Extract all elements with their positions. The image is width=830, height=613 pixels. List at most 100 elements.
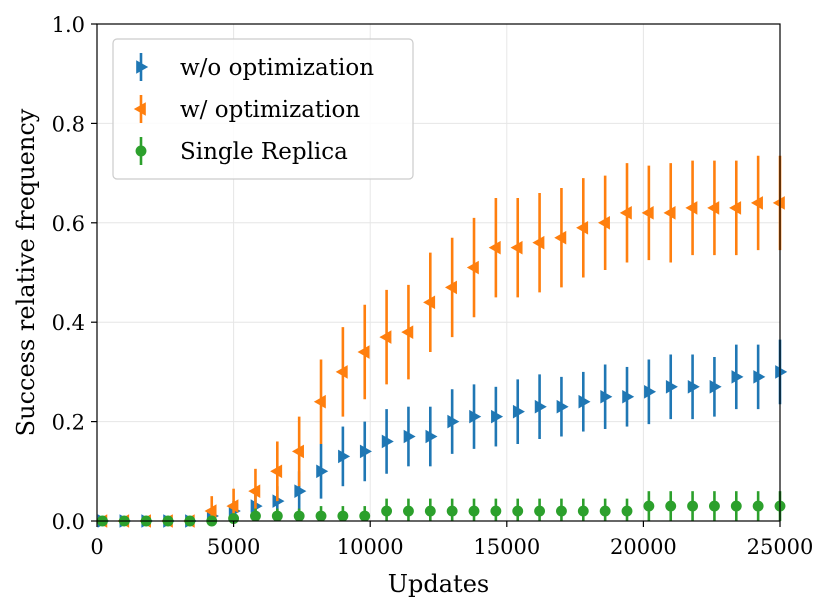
data-point bbox=[708, 500, 720, 512]
data-point bbox=[490, 505, 502, 517]
data-point bbox=[248, 484, 261, 498]
legend-marker bbox=[136, 60, 149, 74]
data-point bbox=[556, 399, 569, 414]
data-point bbox=[315, 510, 327, 522]
data-point bbox=[663, 206, 676, 220]
series-1 bbox=[95, 155, 785, 528]
data-point bbox=[534, 505, 546, 517]
data-point bbox=[752, 500, 764, 512]
data-point bbox=[577, 505, 589, 517]
x-tick-label: 15000 bbox=[473, 535, 540, 559]
axis-ticks: 0 5000 10000 15000 20000 25000 0.0 0.2 0.4 0.6 0.8… bbox=[52, 13, 814, 559]
y-axis-label: Success relative frequency bbox=[12, 108, 40, 436]
y-tick-label: 0.4 bbox=[52, 311, 85, 335]
data-point bbox=[730, 500, 742, 512]
data-point bbox=[425, 429, 438, 444]
data-point bbox=[600, 389, 613, 404]
data-point bbox=[643, 500, 655, 512]
legend-marker bbox=[133, 102, 146, 116]
legend-box bbox=[112, 38, 414, 180]
series-0 bbox=[97, 339, 788, 528]
data-point bbox=[357, 345, 370, 359]
data-point bbox=[707, 201, 720, 215]
data-point bbox=[446, 505, 458, 517]
data-point bbox=[401, 325, 414, 339]
data-point bbox=[293, 510, 305, 522]
data-point bbox=[466, 260, 479, 275]
data-point bbox=[622, 389, 635, 404]
data-point bbox=[510, 240, 523, 255]
data-point bbox=[250, 510, 261, 522]
data-point bbox=[381, 434, 394, 449]
y-tick-label: 1.0 bbox=[52, 13, 85, 37]
data-point bbox=[226, 499, 239, 513]
series-2 bbox=[97, 491, 786, 527]
y-tick-label: 0.6 bbox=[52, 212, 85, 236]
y-tick-label: 0.2 bbox=[52, 411, 85, 435]
data-point bbox=[444, 280, 457, 295]
data-point bbox=[597, 216, 610, 230]
data-point bbox=[532, 235, 545, 250]
data-point bbox=[750, 196, 763, 210]
data-point bbox=[578, 394, 591, 409]
legend-marker bbox=[135, 145, 147, 157]
data-point bbox=[644, 384, 657, 399]
data-point bbox=[379, 330, 392, 344]
data-point bbox=[621, 505, 633, 517]
data-point bbox=[335, 365, 348, 379]
data-point bbox=[753, 370, 766, 384]
data-point bbox=[512, 404, 525, 419]
data-point bbox=[468, 505, 480, 517]
data-point bbox=[313, 394, 326, 409]
data-point bbox=[316, 464, 329, 479]
plot-frame bbox=[96, 23, 781, 522]
data-point bbox=[685, 201, 698, 215]
data-layer bbox=[95, 155, 788, 528]
data-point bbox=[491, 409, 504, 424]
data-point bbox=[271, 510, 283, 522]
data-point bbox=[554, 230, 567, 245]
data-point bbox=[403, 505, 414, 517]
legend-entry: w/o optimization bbox=[180, 55, 374, 81]
data-point bbox=[359, 510, 371, 522]
data-point bbox=[665, 500, 677, 512]
data-point bbox=[291, 444, 304, 459]
data-point bbox=[469, 409, 482, 424]
y-tick-label: 0.0 bbox=[52, 510, 85, 534]
data-point bbox=[709, 380, 722, 394]
data-point bbox=[729, 201, 742, 215]
data-point bbox=[576, 220, 589, 235]
data-point bbox=[775, 365, 788, 379]
data-point bbox=[403, 429, 416, 444]
y-tick-label: 0.8 bbox=[52, 112, 85, 136]
data-point bbox=[204, 504, 217, 518]
x-tick-label: 25000 bbox=[747, 535, 814, 559]
data-point bbox=[534, 399, 547, 414]
data-point bbox=[424, 505, 436, 517]
data-point bbox=[488, 240, 501, 255]
data-point bbox=[687, 380, 700, 394]
x-tick-label: 10000 bbox=[337, 535, 404, 559]
legend-entry: w/ optimization bbox=[180, 97, 360, 123]
data-point bbox=[359, 444, 372, 459]
legend: w/o optimization w/ optimization Single Re… bbox=[112, 38, 414, 180]
data-point bbox=[556, 505, 567, 517]
data-point bbox=[731, 370, 744, 384]
data-point bbox=[294, 484, 307, 498]
legend-entry: Single Replica bbox=[180, 139, 348, 165]
x-tick-label: 0 bbox=[90, 535, 103, 559]
x-tick-label: 5000 bbox=[207, 535, 260, 559]
data-point bbox=[619, 206, 632, 220]
data-point bbox=[665, 380, 678, 394]
data-point bbox=[423, 295, 436, 310]
data-point bbox=[512, 505, 524, 517]
data-point bbox=[641, 206, 654, 220]
data-point bbox=[338, 449, 351, 464]
x-tick-label: 20000 bbox=[610, 535, 677, 559]
data-point bbox=[337, 510, 349, 522]
x-axis-label: Updates bbox=[388, 570, 489, 598]
data-point bbox=[447, 414, 460, 429]
data-point bbox=[687, 500, 699, 512]
data-point bbox=[270, 464, 283, 479]
